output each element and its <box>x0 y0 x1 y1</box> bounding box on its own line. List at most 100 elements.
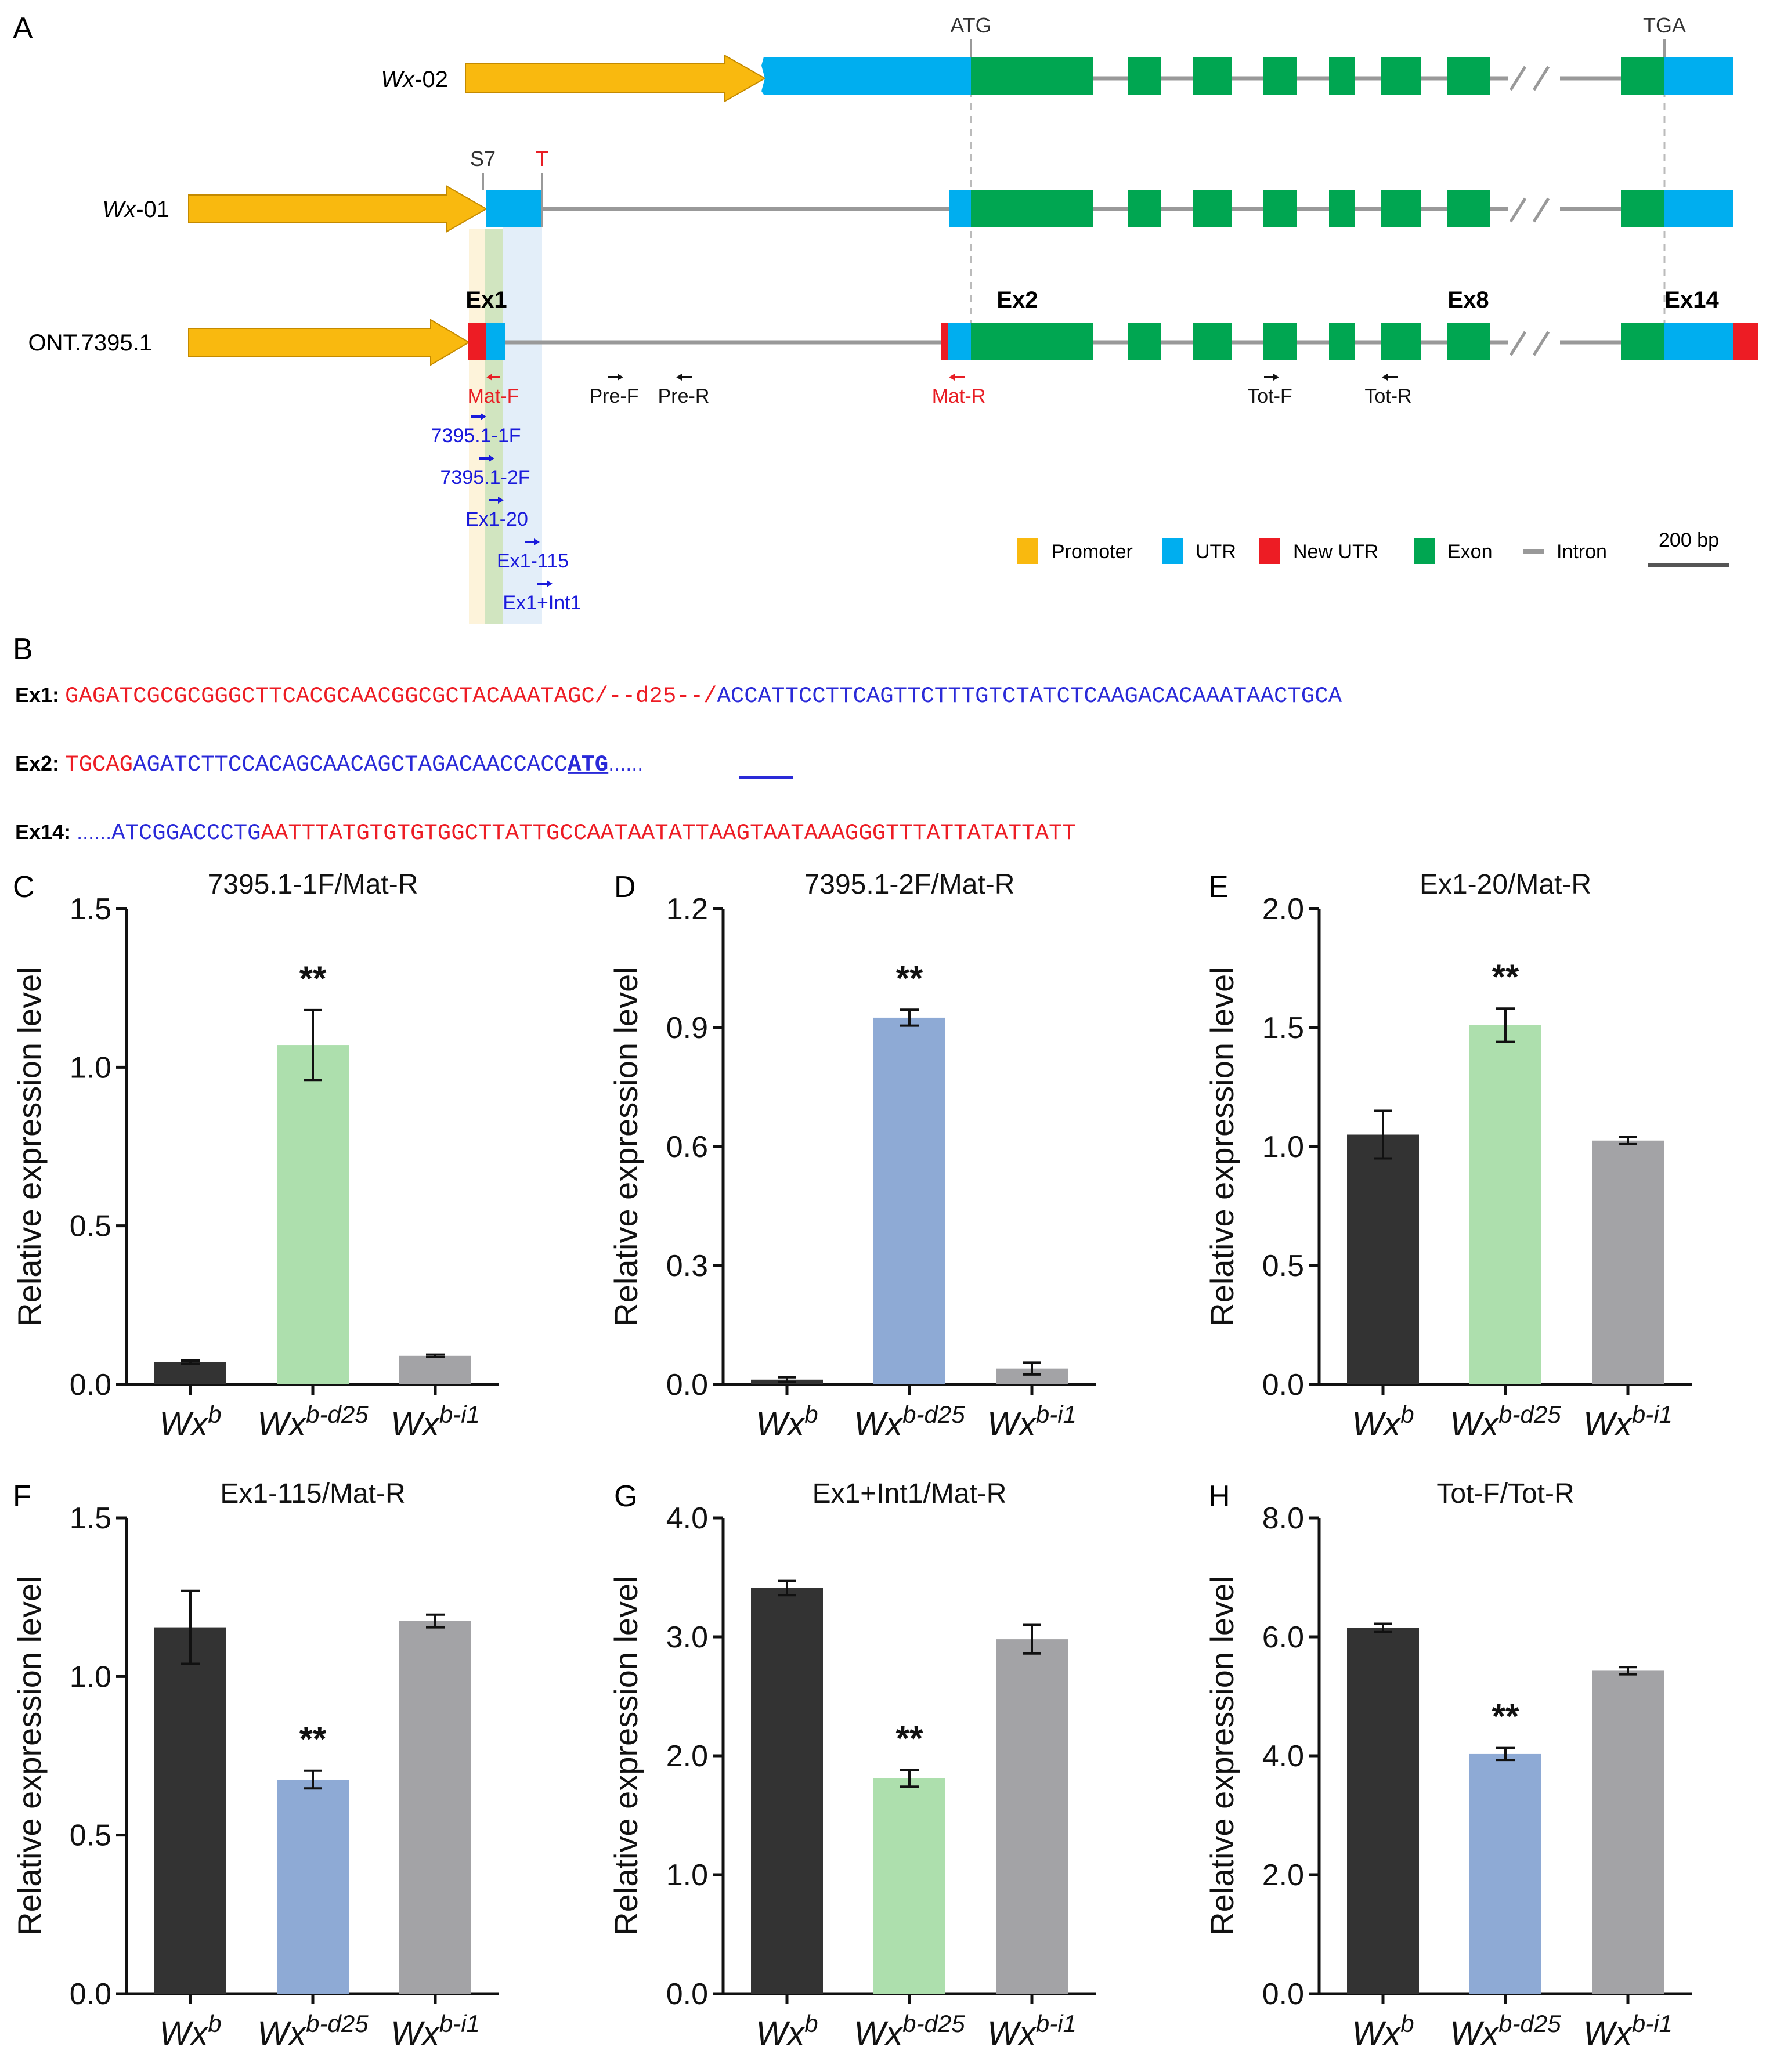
primer-arrow-head <box>489 455 494 462</box>
track-wx-01: Wx-01 S7 T <box>102 147 1733 233</box>
exon-block <box>1621 57 1664 95</box>
legend-promoter: Promoter <box>1052 541 1133 563</box>
atg-label: ATG <box>950 13 991 37</box>
panel-c: C 7395.1-1F/Mat-R Relative expression lev… <box>11 869 499 1443</box>
utr-block <box>761 57 971 95</box>
x-category-label: Wxb-i1 <box>391 2010 480 2052</box>
y-tick-label: 2.0 <box>666 1740 708 1773</box>
bar <box>154 1627 226 1994</box>
panel-g: G Ex1+Int1/Mat-R Relative expression leve… <box>608 1478 1096 2052</box>
break-mark <box>1532 66 1550 91</box>
primer-mat-f: Mat-F <box>468 385 519 407</box>
primer-7395-1-1f: 7395.1-1F <box>431 425 521 447</box>
y-axis-label: Relative expression level <box>608 1576 644 1935</box>
chart-title: 7395.1-1F/Mat-R <box>208 869 418 900</box>
significance-marker: ** <box>1492 1697 1519 1736</box>
promoter-arrow <box>465 54 767 103</box>
track-label-ont: ONT.7395.1 <box>28 330 152 356</box>
primer-arrow-head <box>1273 374 1279 381</box>
exon-block <box>1329 57 1355 95</box>
chart-title: Ex1+Int1/Mat-R <box>813 1478 1007 1509</box>
exon-block <box>1329 323 1355 360</box>
sequence-ex1: Ex1: GAGATCGCGCGGGCTTCACGCAACGGCGCTACAAAT… <box>15 683 1342 709</box>
y-tick-label: 1.5 <box>70 1502 111 1535</box>
break-mark <box>1532 331 1550 356</box>
break-mark <box>1509 197 1527 223</box>
promoter-arrow <box>188 319 470 366</box>
bar <box>1347 1628 1419 1994</box>
bar <box>751 1588 823 1994</box>
sequence-ex14: Ex14: ......ATCGGACCCTGAATTTATGTGTGTGGCTT… <box>15 820 1076 846</box>
new-utr-shade <box>485 229 503 624</box>
break-mark <box>1532 197 1550 223</box>
y-axis-label: Relative expression level <box>608 967 644 1326</box>
significance-marker: ** <box>299 959 327 998</box>
x-category-label: Wxb-d25 <box>1450 2010 1561 2052</box>
legend-new-utr: New UTR <box>1293 541 1378 563</box>
x-category-label: Wxb <box>756 1401 818 1443</box>
primer-ex1-115: Ex1-115 <box>497 550 569 572</box>
x-category-label: Wxb-d25 <box>854 1401 965 1443</box>
utr-block <box>486 323 505 360</box>
new-utr-block <box>941 323 948 360</box>
chart-title: Ex1-20/Mat-R <box>1420 869 1591 900</box>
legend-swatch-utr <box>1162 538 1183 564</box>
bar <box>277 1780 349 1994</box>
y-tick-label: 0.9 <box>666 1011 708 1045</box>
y-tick-label: 0.0 <box>666 1977 708 2011</box>
track-wx-02: Wx-02 ATG TGA <box>381 13 1733 103</box>
x-category-label: Wxb <box>756 2010 818 2052</box>
panel-label-e: E <box>1208 870 1229 904</box>
primer-arrow-head <box>534 538 540 545</box>
primer-tot-f: Tot-F <box>1247 385 1292 407</box>
exon-label-ex8: Ex8 <box>1447 287 1489 313</box>
bar <box>1469 1025 1541 1384</box>
exon-block <box>971 323 1093 360</box>
track-label-wx-02: Wx-02 <box>381 67 448 92</box>
y-tick-label: 0.5 <box>70 1210 111 1243</box>
y-tick-label: 0.0 <box>1262 1368 1304 1402</box>
chart-title: Tot-F/Tot-R <box>1436 1478 1574 1509</box>
x-category-label: Wxb-d25 <box>257 1401 369 1443</box>
legend-swatch-promoter <box>1017 538 1038 564</box>
x-category-label: Wxb <box>159 2010 221 2052</box>
significance-marker: ** <box>299 1720 327 1759</box>
bar <box>399 1621 471 1994</box>
y-tick-label: 1.0 <box>70 1660 111 1694</box>
y-tick-label: 4.0 <box>666 1502 708 1535</box>
bar <box>154 1362 226 1384</box>
y-tick-label: 0.0 <box>1262 1977 1304 2011</box>
exon-block <box>1128 190 1161 227</box>
primer-arrow-head <box>547 580 553 587</box>
y-tick-label: 3.0 <box>666 1621 708 1654</box>
utr-block <box>486 190 542 227</box>
y-tick-label: 2.0 <box>1262 892 1304 926</box>
exon-block <box>1263 57 1297 95</box>
y-axis-label: Relative expression level <box>11 967 48 1326</box>
bar <box>277 1045 349 1384</box>
exon-block <box>971 57 1093 95</box>
legend-utr: UTR <box>1196 541 1236 563</box>
bar <box>996 1639 1068 1994</box>
primer-ex1-20: Ex1-20 <box>465 508 528 530</box>
utr-block <box>1664 57 1733 95</box>
primer-pre-r: Pre-R <box>658 385 710 407</box>
x-category-label: Wxb-i1 <box>987 1401 1077 1443</box>
exon-block <box>1447 190 1490 227</box>
utr-block <box>949 190 971 227</box>
primer-arrow-head <box>676 374 682 381</box>
panel-label-c: C <box>13 870 35 904</box>
y-tick-label: 0.0 <box>666 1368 708 1402</box>
y-axis-label: Relative expression level <box>11 1576 48 1935</box>
bar <box>1592 1670 1664 1994</box>
primer-arrow-head <box>949 374 955 381</box>
bar <box>1592 1140 1664 1384</box>
significance-marker: ** <box>896 959 923 997</box>
tga-label: TGA <box>1643 13 1686 37</box>
bar <box>399 1355 471 1384</box>
y-tick-label: 1.0 <box>1262 1130 1304 1164</box>
track-ont-7395-1: ONT.7395.1 Ex1 Ex2 Ex8 Ex14 <box>28 287 1758 366</box>
x-category-label: Wxb <box>1352 1401 1414 1443</box>
exon-block <box>1263 323 1297 360</box>
